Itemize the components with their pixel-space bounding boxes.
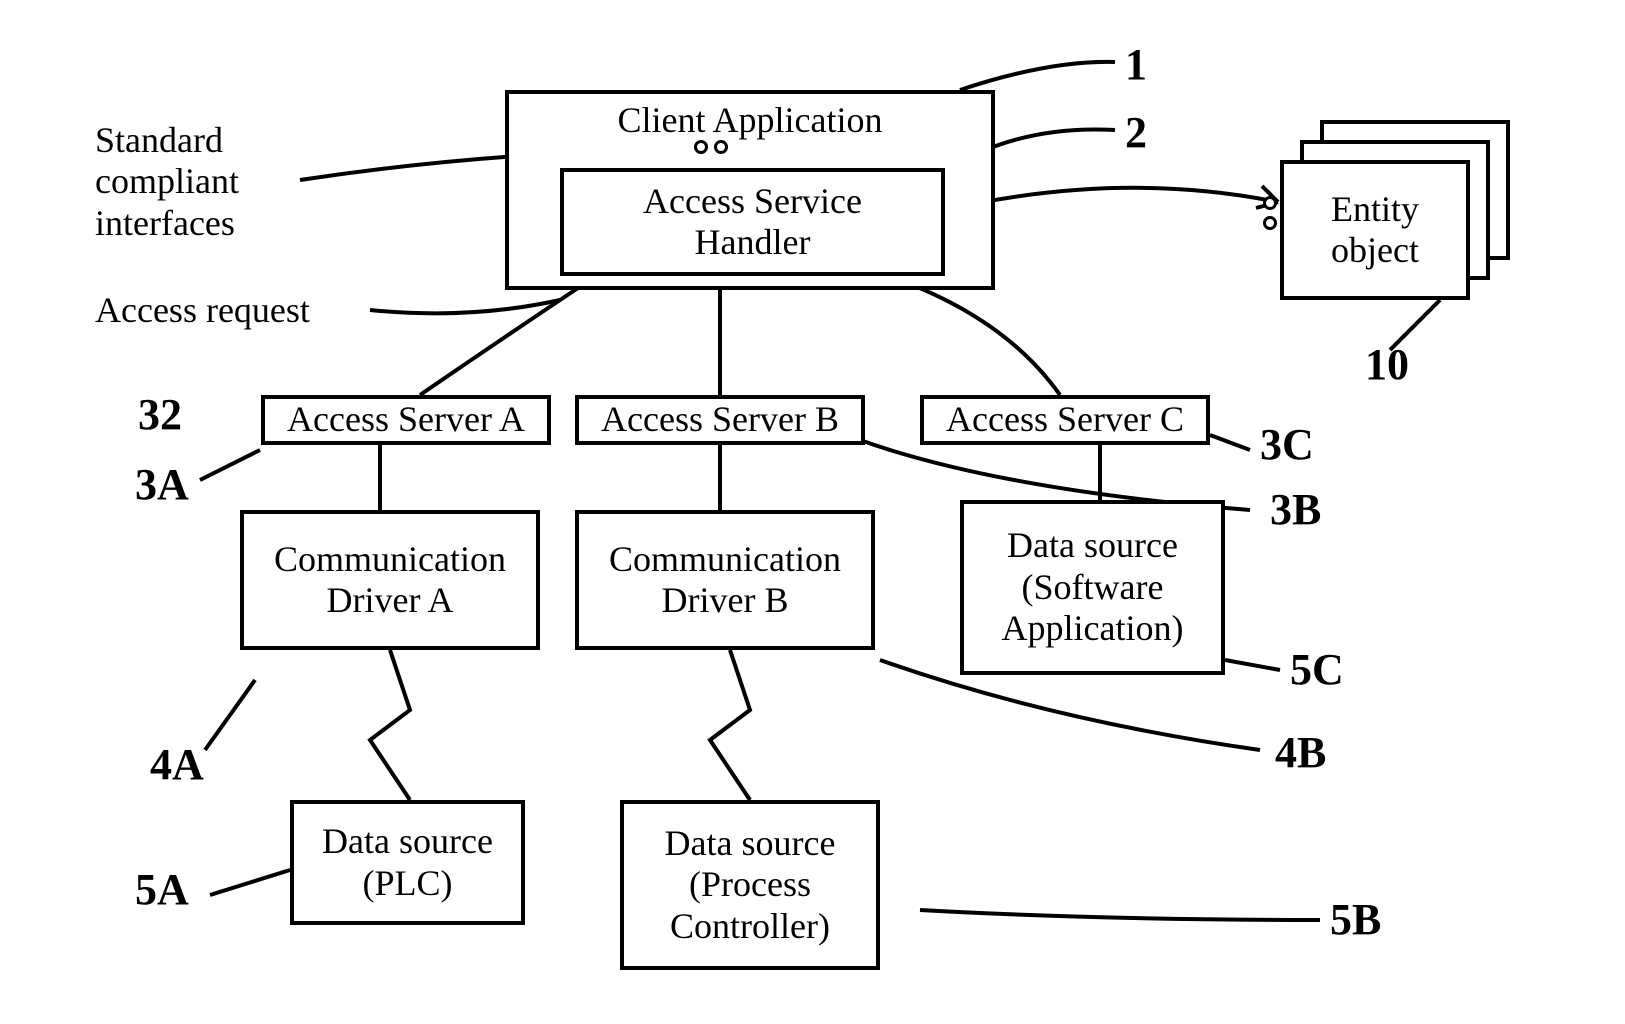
data-source-process-label: Data source (Process Controller) [665, 823, 836, 947]
ref-3a: 3A [135, 460, 189, 511]
access-server-b-box: Access Server B [575, 395, 865, 445]
comm-driver-a-label: Communication Driver A [274, 539, 506, 622]
entity-object-label: Entity object [1331, 189, 1419, 272]
ref-3c: 3C [1260, 420, 1314, 471]
interface-lollipop-icon [1263, 216, 1277, 230]
ref-1: 1 [1125, 40, 1147, 91]
comm-driver-b-box: Communication Driver B [575, 510, 875, 650]
ref-32: 32 [138, 390, 182, 441]
access-request-label: Access request [95, 290, 310, 331]
data-source-software-label: Data source (Software Application) [1002, 525, 1184, 649]
access-service-handler-label: Access Service Handler [643, 181, 862, 264]
standard-interfaces-label: Standard compliant interfaces [95, 120, 239, 244]
ref-10: 10 [1365, 340, 1409, 391]
interface-lollipop-icon [694, 140, 708, 154]
comm-driver-b-label: Communication Driver B [609, 539, 841, 622]
ref-4b: 4B [1275, 728, 1326, 779]
data-source-plc-label: Data source (PLC) [322, 821, 493, 904]
diagram-stage: Client Application Access Service Handle… [0, 0, 1625, 1024]
entity-object-box: Entity object [1280, 160, 1470, 300]
ref-5b: 5B [1330, 895, 1381, 946]
interface-lollipop-icon [714, 140, 728, 154]
ref-5c: 5C [1290, 645, 1344, 696]
access-service-handler-box: Access Service Handler [560, 168, 945, 276]
data-source-software-box: Data source (Software Application) [960, 500, 1225, 675]
data-source-plc-box: Data source (PLC) [290, 800, 525, 925]
ref-5a: 5A [135, 865, 189, 916]
interface-lollipop-icon [1263, 196, 1277, 210]
ref-3b: 3B [1270, 485, 1321, 536]
data-source-process-box: Data source (Process Controller) [620, 800, 880, 970]
client-application-label: Client Application [618, 100, 883, 141]
comm-driver-a-box: Communication Driver A [240, 510, 540, 650]
access-server-c-label: Access Server C [946, 399, 1184, 440]
access-server-b-label: Access Server B [601, 399, 839, 440]
access-server-a-box: Access Server A [261, 395, 551, 445]
access-server-c-box: Access Server C [920, 395, 1210, 445]
ref-2: 2 [1125, 108, 1147, 159]
ref-4a: 4A [150, 740, 204, 791]
access-server-a-label: Access Server A [287, 399, 525, 440]
